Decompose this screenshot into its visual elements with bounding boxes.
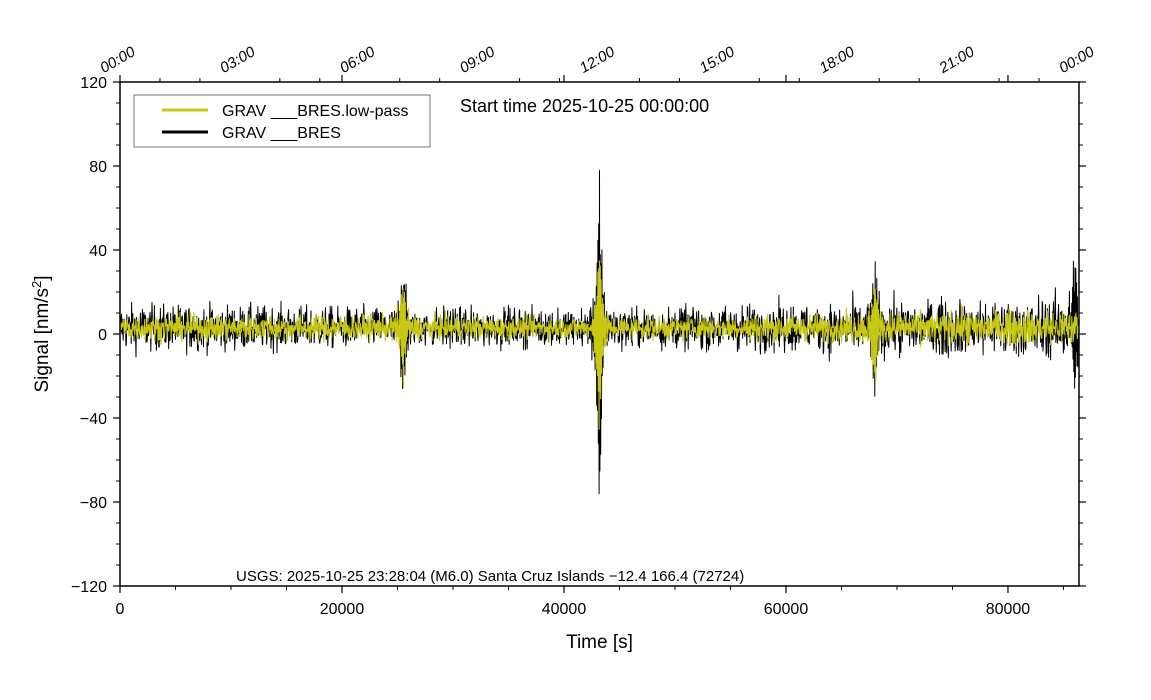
- x-tick-label: 0: [116, 601, 125, 618]
- x-tick-label: 60000: [764, 601, 809, 618]
- earthquake-annotation: USGS: 2025-10-25 23:28:04 (M6.0) Santa C…: [236, 568, 744, 585]
- y-tick-label: 0: [98, 327, 107, 344]
- legend: GRAV ___BRES.low-pass GRAV ___BRES: [133, 94, 431, 148]
- x-tick-label: 40000: [542, 601, 587, 618]
- series-layer: [119, 169, 1080, 495]
- top-time-tick-label: 12:00: [577, 43, 619, 77]
- x-tick-label: 80000: [986, 601, 1031, 618]
- chart-title: Start time 2025-10-25 00:00:00: [460, 96, 709, 116]
- top-time-tick-label: 15:00: [697, 43, 739, 77]
- y-axis-label-main: Signal [nm/s: [32, 288, 53, 393]
- legend-label-raw: GRAV ___BRES: [222, 125, 341, 142]
- y-tick-label: −80: [80, 495, 107, 512]
- top-time-tick-label: 00:00: [97, 43, 139, 77]
- y-axis-label-tail: ]: [32, 275, 53, 280]
- top-time-tick-label: 21:00: [936, 43, 978, 77]
- x-tick-label: 20000: [320, 601, 365, 618]
- y-tick-label: 80: [89, 159, 107, 176]
- y-tick-label: 120: [80, 75, 107, 92]
- y-tick-label: 40: [89, 243, 107, 260]
- top-time-tick-label: 03:00: [217, 43, 259, 77]
- top-time-tick-label: 00:00: [1056, 43, 1098, 77]
- y-axis-label-superscript: 2: [29, 281, 44, 288]
- x-axis-label: Time [s]: [566, 632, 633, 653]
- top-time-tick-label: 18:00: [816, 43, 858, 77]
- series-lowpass-trace: [119, 260, 1080, 430]
- y-tick-label: −120: [71, 579, 107, 596]
- top-time-tick-label: 06:00: [337, 43, 379, 77]
- y-axis-label: Signal [nm/s2]: [29, 275, 53, 392]
- legend-box: [133, 94, 431, 148]
- top-time-tick-label: 09:00: [457, 43, 499, 77]
- y-tick-label: −40: [80, 411, 107, 428]
- legend-label-lowpass: GRAV ___BRES.low-pass: [222, 103, 408, 120]
- ticks-layer: [113, 75, 1086, 593]
